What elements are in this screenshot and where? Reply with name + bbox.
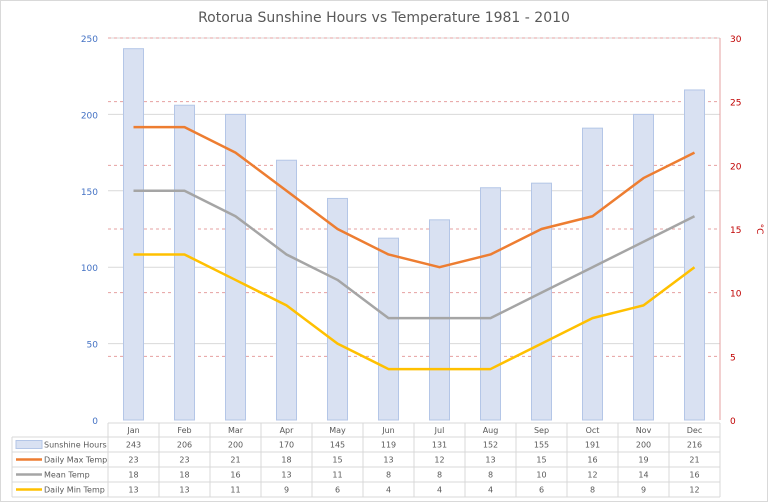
right-tick-label: 5 — [730, 353, 736, 363]
bar-apr — [276, 159, 297, 421]
series-name: Daily Max Temp — [44, 456, 107, 465]
table-cell: 8 — [386, 471, 391, 480]
bar-jun — [378, 237, 399, 421]
table-cell: 16 — [587, 456, 597, 465]
category-label: Mar — [228, 426, 244, 435]
table-cell: 243 — [126, 441, 141, 450]
table-cell: 21 — [689, 456, 699, 465]
table-cell: 23 — [128, 456, 138, 465]
table-cell: 14 — [638, 471, 648, 480]
right-tick-label: 0 — [730, 417, 736, 427]
series-name: Sunshine Hours — [44, 441, 107, 450]
bar-feb — [174, 104, 195, 421]
category-label: Apr — [280, 426, 295, 435]
table-cell: 16 — [689, 471, 699, 480]
table-cell: 131 — [432, 441, 447, 450]
table-cell: 12 — [689, 486, 699, 495]
left-tick-label: 100 — [81, 264, 98, 274]
bar-oct — [582, 127, 603, 421]
table-cell: 11 — [230, 486, 240, 495]
table-cell: 200 — [636, 441, 651, 450]
table-cell: 191 — [585, 441, 600, 450]
category-label: Oct — [586, 426, 600, 435]
bar-mar — [225, 113, 246, 421]
table-cell: 4 — [488, 486, 493, 495]
table-cell: 13 — [281, 471, 291, 480]
table-cell: 18 — [128, 471, 138, 480]
right-tick-label: 10 — [730, 290, 742, 300]
right-tick-label: 15 — [730, 226, 741, 236]
bar-aug — [480, 187, 501, 421]
left-tick-label: 50 — [87, 341, 99, 351]
category-label: Aug — [483, 426, 499, 435]
table-cell: 145 — [330, 441, 345, 450]
left-tick-label: 150 — [81, 188, 98, 198]
table-cell: 13 — [485, 456, 495, 465]
table-cell: 10 — [536, 471, 546, 480]
table-cell: 6 — [539, 486, 544, 495]
category-label: Dec — [687, 426, 702, 435]
right-tick-label: 25 — [730, 99, 741, 109]
category-label: Feb — [177, 426, 191, 435]
table-cell: 4 — [386, 486, 391, 495]
table-cell: 216 — [687, 441, 702, 450]
table-cell: 12 — [587, 471, 597, 480]
bar-jul — [429, 219, 450, 421]
left-tick-label: 0 — [92, 417, 98, 427]
table-cell: 15 — [332, 456, 342, 465]
table-cell: 15 — [536, 456, 546, 465]
series-name: Mean Temp — [44, 471, 90, 480]
table-cell: 23 — [179, 456, 189, 465]
right-axis-title: °C — [754, 224, 764, 235]
chart-title: Rotorua Sunshine Hours vs Temperature 19… — [198, 10, 570, 26]
table-cell: 6 — [335, 486, 340, 495]
legend-key-0 — [15, 440, 43, 449]
line-daily-max-temp — [133, 125, 696, 269]
bar-dec — [684, 89, 705, 421]
line-mean-temp — [133, 189, 696, 320]
category-label: Nov — [636, 426, 652, 435]
table-cell: 119 — [381, 441, 396, 450]
series-name: Daily Min Temp — [44, 486, 105, 495]
table-cell: 8 — [437, 471, 442, 480]
category-label: Jan — [126, 426, 139, 435]
table-cell: 21 — [230, 456, 240, 465]
category-label: May — [329, 426, 346, 435]
left-tick-label: 250 — [81, 35, 98, 45]
table-cell: 8 — [488, 471, 493, 480]
table-cell: 13 — [179, 486, 189, 495]
table-cell: 4 — [437, 486, 442, 495]
table-cell: 206 — [177, 441, 192, 450]
table-cell: 170 — [279, 441, 294, 450]
bar-jan — [123, 48, 144, 421]
table-cell: 9 — [284, 486, 289, 495]
table-cell: 155 — [534, 441, 549, 450]
table-cell: 8 — [590, 486, 595, 495]
table-cell: 13 — [383, 456, 393, 465]
bar-may — [327, 197, 348, 421]
category-label: Jun — [381, 426, 395, 435]
table-cell: 13 — [128, 486, 138, 495]
table-cell: 19 — [638, 456, 648, 465]
table-cell: 18 — [179, 471, 189, 480]
table-cell: 16 — [230, 471, 240, 480]
right-tick-label: 30 — [730, 35, 742, 45]
table-cell: 11 — [332, 471, 342, 480]
table-cell: 152 — [483, 441, 498, 450]
left-tick-label: 200 — [81, 111, 98, 121]
category-label: Jul — [434, 426, 445, 435]
table-cell: 18 — [281, 456, 291, 465]
bar-sep — [531, 182, 552, 421]
category-label: Sep — [534, 426, 549, 435]
table-cell: 12 — [434, 456, 444, 465]
line-daily-min-temp — [133, 253, 696, 371]
table-cell: 9 — [641, 486, 646, 495]
right-tick-label: 20 — [730, 162, 742, 172]
bar-nov — [633, 113, 654, 421]
table-cell: 200 — [228, 441, 243, 450]
